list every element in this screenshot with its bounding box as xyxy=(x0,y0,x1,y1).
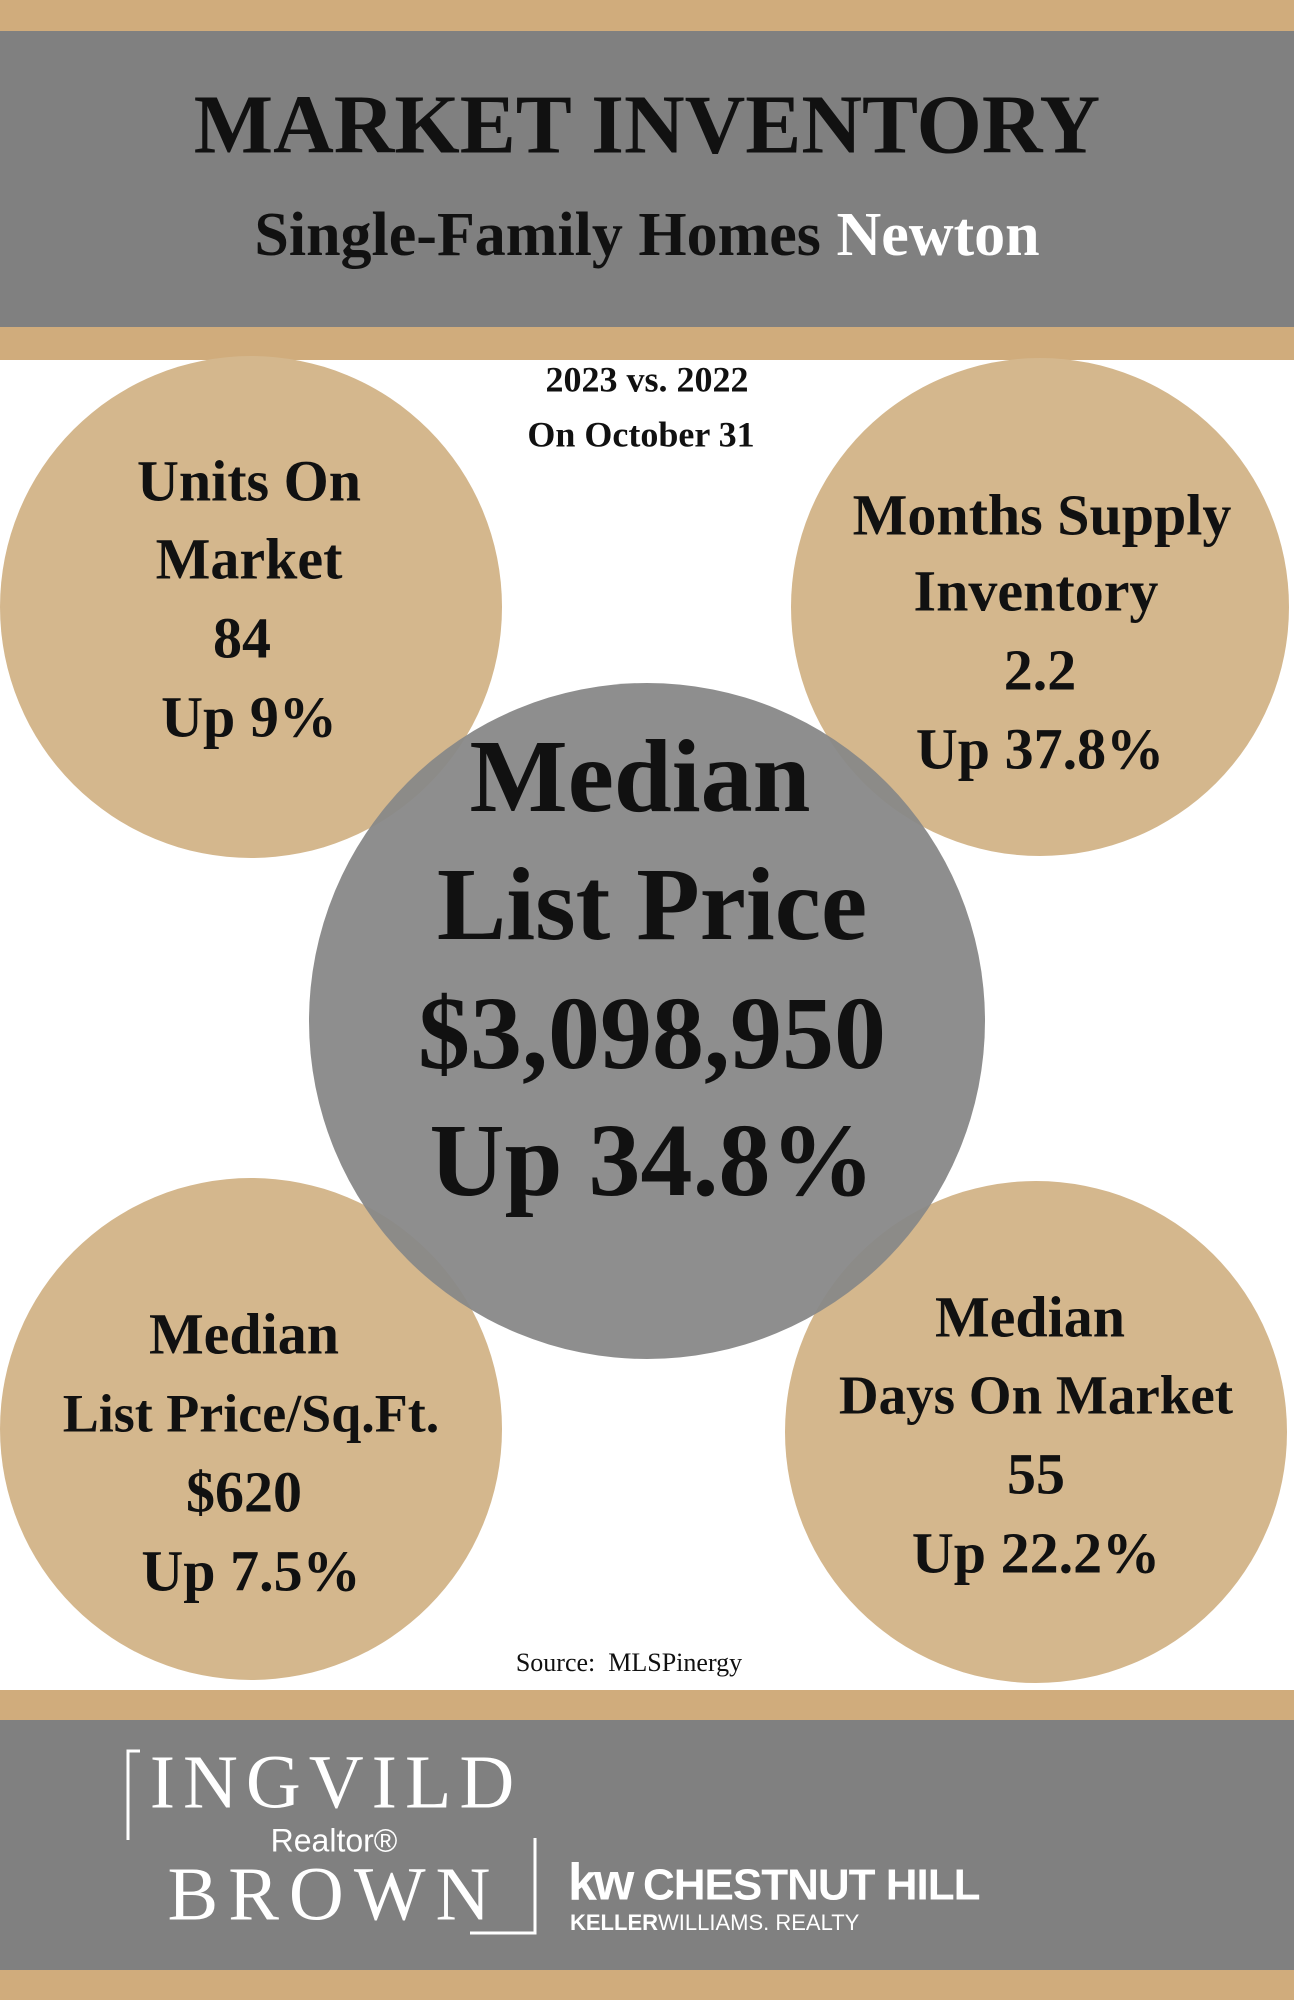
brokerage-sub-2: WILLIAMS. REALTY xyxy=(658,1910,860,1935)
stat-change: Up 37.8% xyxy=(916,716,1164,781)
agent-last: BROWN xyxy=(168,1852,501,1936)
brokerage-sub: KELLERWILLIAMS. REALTY xyxy=(570,1910,860,1935)
stat-value: 2.2 xyxy=(1004,637,1077,702)
stat-label: Days On Market xyxy=(839,1365,1234,1426)
date: On October 31 xyxy=(527,414,754,454)
stat-change: Up 34.8% xyxy=(430,1103,875,1218)
stat-label: Units On xyxy=(137,448,361,513)
brokerage-sub-1: KELLER xyxy=(570,1910,658,1935)
brokerage-name: CHESTNUT HILL xyxy=(643,1861,980,1910)
subtitle-text: Single-Family Homes xyxy=(254,201,821,269)
header-panel xyxy=(0,31,1294,327)
agent-first: INGVILD xyxy=(150,1740,523,1824)
center-circle xyxy=(309,683,985,1359)
stat-label: Median xyxy=(935,1284,1125,1349)
footer-band xyxy=(0,1690,1294,1720)
stat-change: Up 9% xyxy=(161,684,337,749)
footer-panel xyxy=(0,1720,1294,1970)
stat-label: Median xyxy=(149,1301,339,1366)
stat-value: $3,098,950 xyxy=(418,976,886,1091)
stat-circle xyxy=(0,1178,502,1680)
stat-circle xyxy=(0,356,502,858)
top-band xyxy=(0,0,1294,31)
stat-change: Up 22.2% xyxy=(912,1520,1160,1585)
source: Source: MLSPinergy xyxy=(516,1648,742,1677)
logo-frame xyxy=(470,1838,537,1935)
stat-circle xyxy=(791,358,1289,856)
stat-value: 55 xyxy=(1007,1441,1065,1506)
logo-frame xyxy=(126,1749,140,1840)
bottom-band xyxy=(0,1970,1294,2000)
brokerage-mark: kw xyxy=(568,1854,635,1912)
comparison: 2023 vs. 2022 xyxy=(545,359,748,399)
stat-label: Months Supply xyxy=(853,482,1232,547)
stat-value: $620 xyxy=(186,1459,302,1524)
stat-label: List Price/Sq.Ft. xyxy=(63,1383,439,1443)
location: Newton xyxy=(836,201,1039,269)
stat-circle xyxy=(785,1181,1287,1683)
stat-value: 84 xyxy=(213,605,271,670)
header-band xyxy=(0,327,1294,360)
subtitle: Single-Family Homes Newton xyxy=(254,201,1039,269)
stat-label: Inventory xyxy=(914,558,1159,623)
agent-title: Realtor® xyxy=(271,1822,398,1858)
stat-label: List Price xyxy=(437,847,867,962)
stat-label: Market xyxy=(156,526,343,591)
stat-label: Median xyxy=(470,719,811,834)
title: MARKET INVENTORY xyxy=(194,78,1100,171)
stat-change: Up 7.5% xyxy=(141,1538,360,1603)
